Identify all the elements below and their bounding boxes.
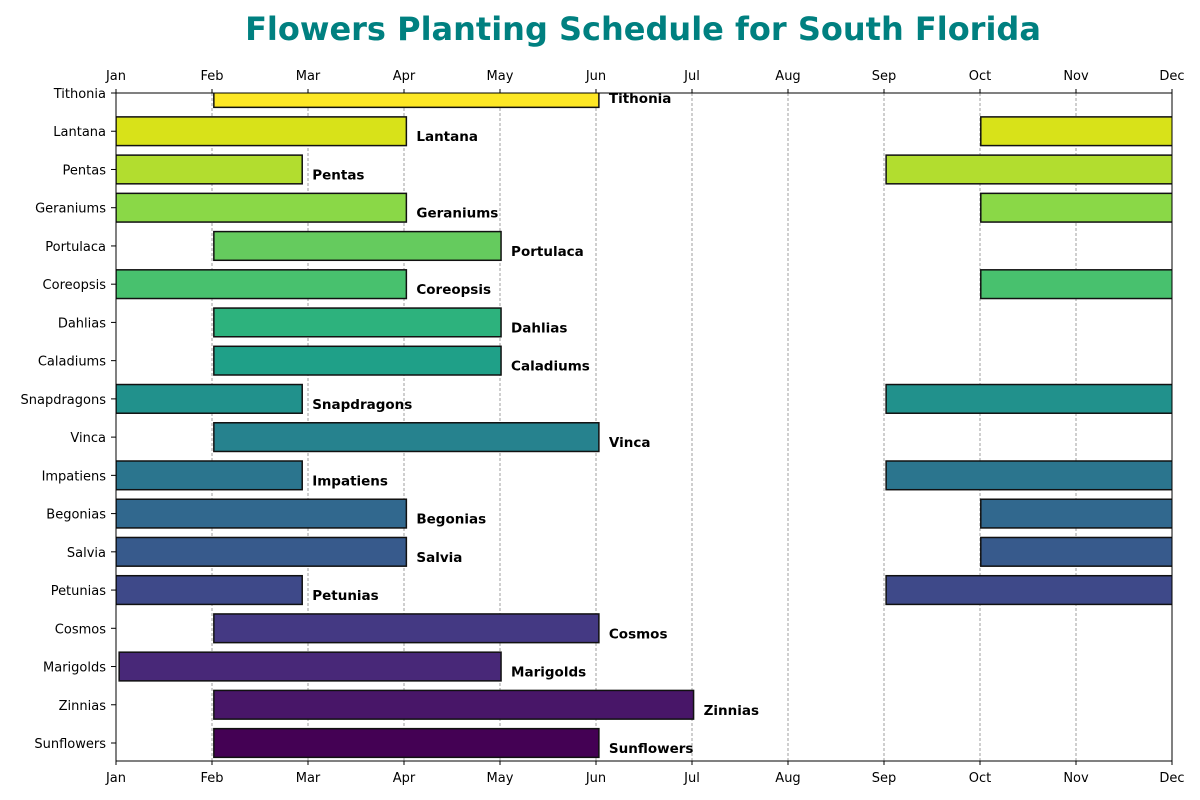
x-tick-label-bottom: Dec [1159,771,1184,786]
bar-cosmos [213,613,600,644]
bar-snapdragons [116,383,303,414]
bar-geraniums [116,192,408,223]
y-tick-label: Geraniums [35,202,106,217]
bar-label: Snapdragons [312,397,412,413]
bar-label: Impatiens [312,473,388,489]
x-tick-label-top: Apr [393,69,416,84]
bar-label: Cosmos [609,626,668,642]
bar-label: Caladiums [511,359,590,375]
x-tick-label-top: Feb [200,69,223,84]
x-tick-label-top: May [487,69,514,84]
bar-sunflowers [213,727,600,759]
x-tick-label-top: Nov [1063,69,1089,84]
bar-label: Tithonia [609,91,672,107]
bar-label: Salvia [416,550,462,566]
x-tick-label-bottom: Sep [872,771,897,786]
y-tick-label: Salvia [67,546,106,561]
y-tick-label: Zinnias [59,699,107,714]
bar-label: Coreopsis [416,282,491,298]
y-tick-label: Vinca [70,431,106,446]
bar-label: Petunias [312,588,379,604]
x-tick-label-bottom: Mar [296,771,321,786]
y-tick-label: Petunias [51,584,107,599]
x-tick-label-top: Mar [296,69,321,84]
x-tick-label-bottom: Jun [585,771,606,786]
y-tick-label: Tithonia [53,87,106,102]
y-tick-label: Coreopsis [43,278,107,293]
bar-pentas-fall [885,154,1172,185]
bar-label: Portulaca [511,244,584,260]
x-tick-label-bottom: Oct [969,771,991,786]
y-tick-label: Cosmos [55,622,106,637]
x-tick-label-top: Jul [683,69,700,84]
bar-label: Pentas [312,167,364,183]
bar-impatiens-fall [885,460,1172,491]
y-tick-label: Dahlias [58,316,106,331]
chart-title: Flowers Planting Schedule for South Flor… [245,10,1041,48]
y-tick-label: Lantana [53,125,106,140]
x-tick-label-bottom: Aug [775,771,800,786]
bar-label: Vinca [609,435,651,451]
bar-caladiums [213,345,502,376]
bar-label: Geraniums [416,206,498,222]
bar-pentas [116,154,303,185]
bar-label: Begonias [416,512,486,528]
plot-frame [115,92,1173,762]
y-tick-label: Marigolds [43,661,106,676]
x-tick-label-top: Dec [1159,69,1184,84]
bar-dahlias [213,307,502,338]
bar-coreopsis-fall [980,269,1172,300]
bar-snapdragons-fall [885,383,1172,414]
bar-geraniums-fall [980,192,1172,223]
bar-lantana [116,116,408,147]
y-tick-label: Sunflowers [34,737,106,752]
x-tick-label-top: Jun [585,69,606,84]
bar-salvia-fall [980,536,1172,567]
bar-label: Zinnias [704,703,759,719]
bar-label: Dahlias [511,320,567,336]
x-tick-label-bottom: Jan [105,771,126,786]
bar-salvia [116,536,408,567]
x-tick-label-top: Jan [105,69,126,84]
bar-begonias [116,498,408,529]
bar-petunias-fall [885,574,1172,606]
bar-coreopsis [116,269,408,300]
y-tick-label: Begonias [46,508,106,523]
bar-lantana-fall [980,116,1172,147]
bar-label: Sunflowers [609,741,694,757]
y-tick-label: Pentas [63,163,107,178]
y-tick-label: Impatiens [42,469,107,484]
x-tick-label-top: Sep [872,69,897,84]
x-tick-label-top: Oct [969,69,991,84]
x-tick-label-top: Aug [775,69,800,84]
bars-group [116,93,1172,759]
bar-label: Lantana [416,129,478,145]
y-tick-label: Snapdragons [21,393,107,408]
bar-impatiens [116,460,303,491]
bar-marigolds [118,651,502,682]
bar-portulaca [213,230,502,262]
x-tick-label-bottom: Feb [200,771,223,786]
x-tick-label-bottom: Apr [393,771,416,786]
x-tick-label-bottom: Jul [683,771,700,786]
bar-petunias [116,574,303,606]
bar-zinnias [213,689,695,720]
y-tick-label: Caladiums [38,355,106,370]
x-tick-label-bottom: May [487,771,514,786]
x-tick-label-bottom: Nov [1063,771,1089,786]
bar-label: Marigolds [511,665,586,681]
bar-begonias-fall [980,498,1172,529]
bar-vinca [213,422,600,453]
y-tick-label: Portulaca [45,240,106,255]
